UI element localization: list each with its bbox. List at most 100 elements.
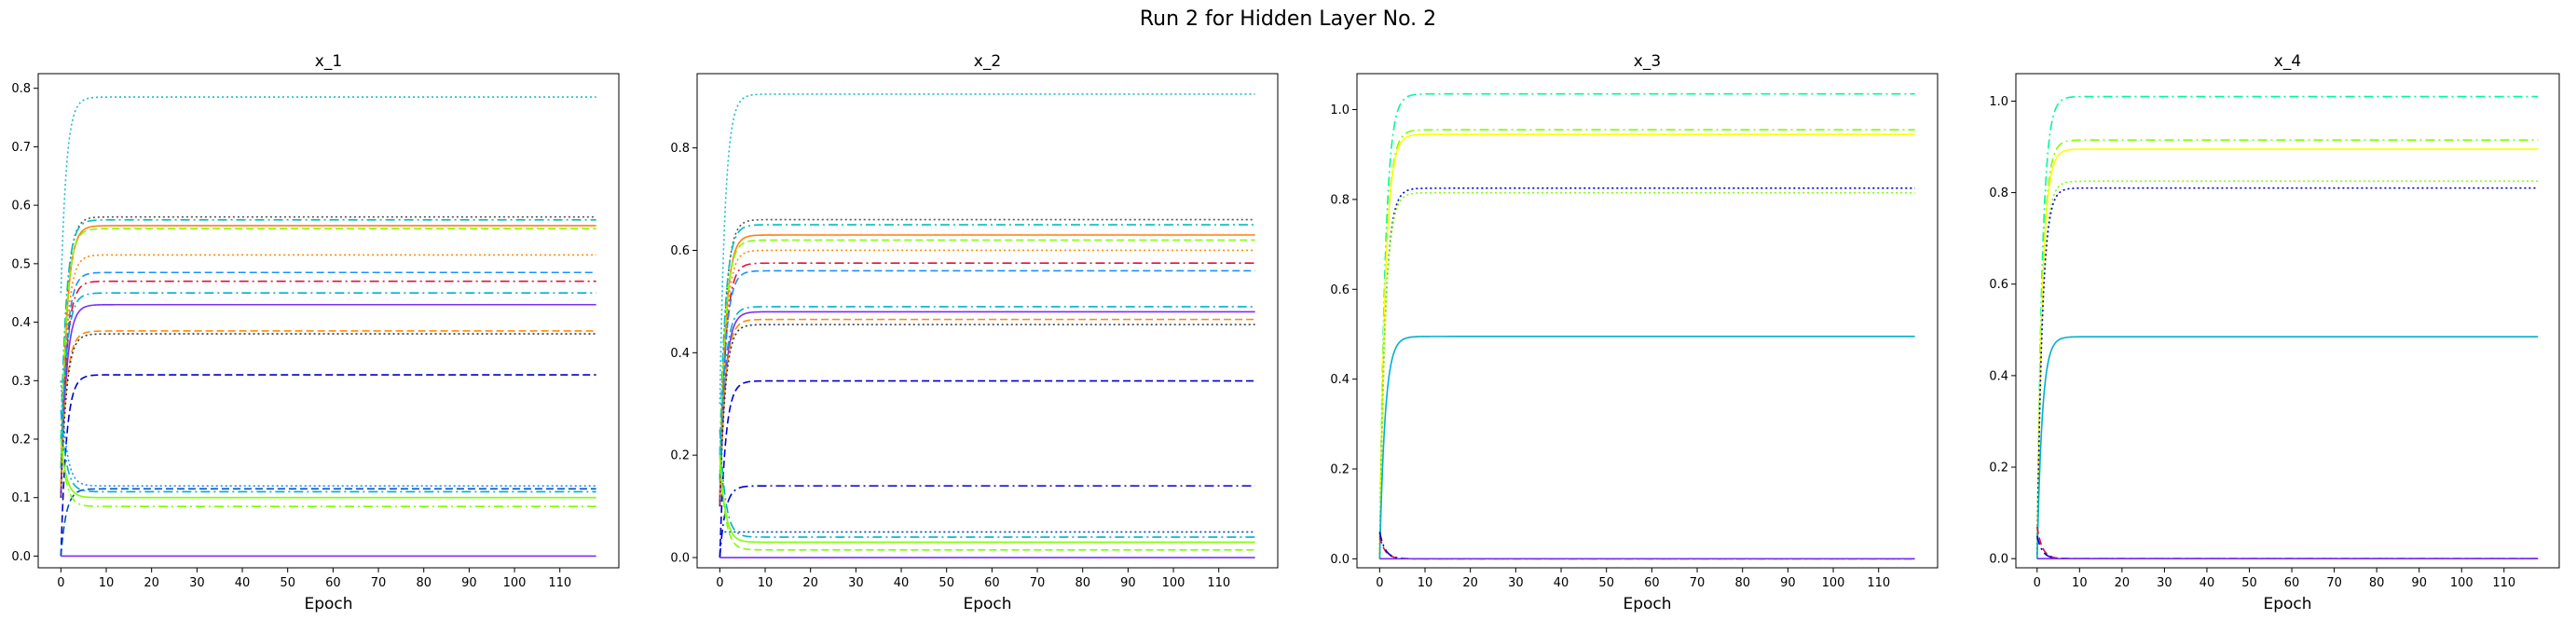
y-tick-label: 0.7 <box>11 141 31 155</box>
plot-frame <box>696 73 1279 569</box>
series-line-2 <box>719 218 1255 481</box>
y-tick-label: 0.1 <box>11 491 31 505</box>
series-line-10 <box>719 310 1255 507</box>
series-line-6 <box>719 249 1255 507</box>
series-line-5 <box>1378 191 1915 559</box>
x-tick-label: 50 <box>280 576 295 590</box>
series-line-4 <box>2035 180 2539 559</box>
y-tick-label: 0.2 <box>670 449 690 463</box>
series-line-4 <box>719 234 1255 507</box>
subplot-title: x_4 <box>2274 52 2301 71</box>
series-line-5 <box>719 239 1255 481</box>
series-line-18 <box>719 455 1255 551</box>
x-tick-label: 80 <box>1734 576 1750 590</box>
y-tick-label: 0.2 <box>1330 463 1350 477</box>
x-tick-label: 30 <box>2157 576 2172 590</box>
y-tick-label: 0.3 <box>11 375 31 389</box>
series-line-13 <box>60 374 596 557</box>
series-line-6 <box>2035 336 2539 559</box>
x-tick-label: 10 <box>758 576 774 590</box>
y-tick-label: 0.2 <box>11 434 31 448</box>
x-tick-label: 50 <box>2241 576 2257 590</box>
y-tick-label: 0.8 <box>1989 186 2008 200</box>
series-group <box>2035 95 2539 559</box>
x-tick-label: 40 <box>235 576 251 590</box>
x-tick-label: 60 <box>1644 576 1660 590</box>
x-tick-label: 80 <box>2369 576 2385 590</box>
x-tick-label: 10 <box>2072 576 2088 590</box>
series-line-11 <box>719 318 1255 497</box>
x-tick-label: 110 <box>2492 576 2515 590</box>
series-line-1 <box>2035 95 2539 559</box>
x-axis-label: Epoch <box>1623 595 1671 613</box>
series-line-3 <box>2035 148 2539 559</box>
series-line-8 <box>2035 535 2539 559</box>
series-line-3 <box>1378 133 1915 559</box>
x-tick-label: 80 <box>416 576 432 590</box>
series-line-10 <box>60 303 596 498</box>
series-line-1 <box>719 93 1255 405</box>
y-tick-label: 0.6 <box>1989 278 2008 292</box>
series-line-17 <box>719 455 1255 544</box>
series-line-8 <box>1378 531 1915 560</box>
x-tick-label: 10 <box>1418 576 1433 590</box>
series-line-14 <box>60 380 596 487</box>
x-tick-label: 30 <box>848 576 864 590</box>
y-tick-label: 0.8 <box>11 82 31 96</box>
x-tick-label: 70 <box>371 576 387 590</box>
y-tick-label: 0.0 <box>1330 553 1350 567</box>
x-tick-label: 110 <box>548 576 571 590</box>
series-line-2 <box>60 215 596 469</box>
x-tick-label: 50 <box>939 576 954 590</box>
x-tick-label: 50 <box>1598 576 1614 590</box>
series-line-16 <box>719 429 1255 538</box>
series-group <box>60 96 596 558</box>
subplot-x_4: x_4 0 10 20 30 40 50 60 70 80 90 100 110 0.0 0.2 0.4 0.6… <box>1989 52 2560 613</box>
x-tick-label: 70 <box>1690 576 1706 590</box>
series-line-18 <box>60 438 596 507</box>
y-tick-label: 0.6 <box>670 244 690 258</box>
x-tick-label: 90 <box>1120 576 1136 590</box>
x-tick-label: 60 <box>325 576 341 590</box>
x-tick-label: 90 <box>2411 576 2427 590</box>
x-tick-label: 0 <box>716 576 723 590</box>
subplot-x_1: x_1 0 10 20 30 40 50 60 70 80 90 100 110 0.0 0.1 0.2 0.3… <box>11 52 620 613</box>
x-axis-label: Epoch <box>2263 595 2311 613</box>
y-tick-label: 0.4 <box>1330 373 1350 387</box>
series-line-9 <box>60 292 596 469</box>
series-line-11 <box>60 330 596 487</box>
series-line-6 <box>60 254 596 498</box>
series-line-4 <box>1378 187 1915 559</box>
series-line-7 <box>719 262 1255 507</box>
x-tick-label: 20 <box>1462 576 1478 590</box>
series-line-8 <box>719 269 1255 497</box>
series-line-12 <box>719 324 1255 507</box>
x-tick-label: 20 <box>2115 576 2131 590</box>
subplots: x_10 10 20 30 40 50 60 70 80 90 100 1100.00.10.20.3… <box>11 52 2560 613</box>
series-line-14 <box>719 485 1255 558</box>
y-tick-label: 1.0 <box>1330 103 1350 117</box>
series-group <box>719 93 1255 558</box>
figure-title: Run 2 for Hidden Layer No. 2 <box>1140 7 1436 31</box>
series-line-9 <box>719 306 1255 481</box>
x-tick-label: 110 <box>1207 576 1230 590</box>
series-line-1 <box>60 96 596 294</box>
x-tick-label: 0 <box>1376 576 1383 590</box>
x-tick-label: 100 <box>503 576 527 590</box>
y-tick-label: 1.0 <box>1989 95 2008 109</box>
y-tick-label: 0.2 <box>1989 462 2008 475</box>
x-tick-label: 100 <box>2450 576 2473 590</box>
x-tick-label: 20 <box>144 576 159 590</box>
y-tick-label: 0.8 <box>670 142 690 156</box>
series-line-7 <box>60 271 596 487</box>
series-line-6 <box>1378 336 1915 559</box>
series-line-16 <box>60 409 596 493</box>
y-tick-label: 0.0 <box>670 552 690 566</box>
x-tick-label: 30 <box>1508 576 1524 590</box>
y-tick-label: 0.6 <box>11 200 31 214</box>
series-line-5 <box>60 227 596 469</box>
x-tick-label: 60 <box>984 576 1000 590</box>
x-tick-label: 0 <box>2034 576 2041 590</box>
x-tick-label: 70 <box>2326 576 2342 590</box>
